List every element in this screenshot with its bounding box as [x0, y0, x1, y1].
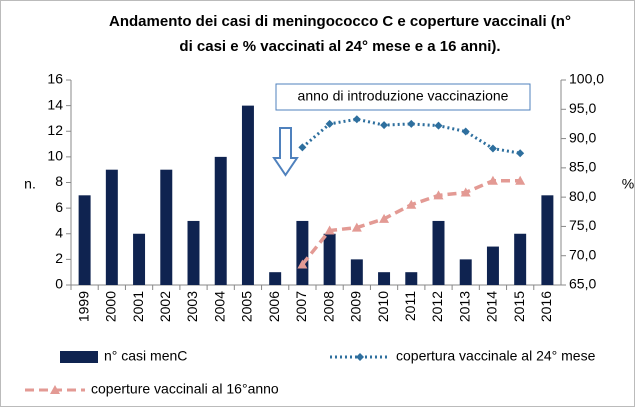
bar — [541, 195, 554, 285]
line-marker — [407, 119, 416, 128]
bar — [269, 272, 282, 285]
x-tick-label: 2013 — [456, 291, 472, 322]
bar — [105, 169, 118, 285]
x-tick-label: 2003 — [184, 291, 200, 322]
x-tick-label: 2010 — [375, 291, 391, 322]
y-tick-label: 14 — [47, 96, 63, 112]
y-tick-label: 0 — [55, 276, 63, 292]
y-tick-label: 2 — [55, 250, 63, 266]
x-tick-label: 2000 — [103, 291, 119, 322]
x-tick-label: 2016 — [538, 291, 554, 322]
bar — [187, 220, 200, 285]
line — [301, 117, 521, 155]
y-tick-label: 16 — [47, 71, 63, 87]
legend-swatch — [60, 351, 98, 363]
bar — [432, 220, 445, 285]
line-marker — [380, 121, 389, 130]
y2-tick-label: 85,0 — [569, 159, 596, 175]
annotation-arrow — [272, 127, 299, 177]
line-marker — [434, 121, 443, 130]
bar — [350, 259, 363, 285]
y-tick-label: 6 — [55, 199, 63, 215]
line-marker — [406, 199, 417, 209]
line-marker — [433, 190, 444, 200]
legend-label: copertura vaccinale al 24° mese — [396, 348, 596, 364]
bar — [160, 169, 173, 285]
line-marker — [488, 144, 497, 153]
x-tick-label: 2014 — [484, 291, 500, 322]
y2-axis-label: % — [622, 176, 634, 192]
bar — [486, 246, 499, 285]
legend-label: coperture vaccinali al 16°anno — [91, 381, 279, 397]
y2-tick-label: 95,0 — [569, 100, 596, 116]
y2-tick-label: 90,0 — [569, 129, 596, 145]
y-tick-label: 8 — [55, 173, 63, 189]
annotation-box — [275, 83, 531, 111]
legend-marker — [50, 385, 60, 394]
bar — [78, 195, 91, 285]
x-tick-label: 2009 — [348, 291, 364, 322]
x-tick-label: 2004 — [211, 291, 227, 322]
bar — [133, 233, 146, 285]
bar — [214, 156, 227, 285]
y-tick-label: 10 — [47, 148, 63, 164]
y2-tick-label: 80,0 — [569, 188, 596, 204]
legend-marker — [356, 353, 364, 361]
line-marker — [516, 149, 525, 158]
line-marker — [351, 222, 362, 232]
line-marker — [325, 119, 334, 128]
chart-title: Andamento dei casi di meningococco C e c… — [109, 13, 571, 30]
x-tick-label: 2006 — [266, 291, 282, 322]
bar — [241, 105, 254, 285]
line-marker — [324, 225, 335, 235]
x-tick-label: 2012 — [429, 291, 445, 322]
line-marker — [352, 115, 361, 124]
line-marker — [379, 213, 390, 223]
x-tick-label: 2007 — [293, 291, 309, 322]
x-tick-label: 2001 — [130, 291, 146, 322]
x-tick-label: 2002 — [157, 291, 173, 322]
bar — [405, 272, 418, 285]
bar — [296, 220, 309, 285]
annotation: anno di introduzione vaccinazione — [298, 88, 509, 104]
bar — [323, 233, 336, 285]
bar — [459, 259, 472, 285]
y-axis-label: n. — [24, 176, 36, 192]
line-marker — [297, 259, 308, 269]
line-marker — [460, 187, 471, 197]
y2-tick-label: 75,0 — [569, 217, 596, 233]
x-tick-label: 1999 — [75, 291, 91, 322]
y2-tick-label: 70,0 — [569, 246, 596, 262]
bar — [378, 272, 391, 285]
line-marker — [298, 143, 307, 152]
chart-title: di casi e % vaccinati al 24° mese e a 16… — [179, 38, 500, 55]
line-marker — [487, 175, 498, 185]
legend-label: n° casi menC — [104, 348, 187, 364]
y-tick-label: 12 — [47, 122, 63, 138]
x-tick-label: 2005 — [239, 291, 255, 322]
x-tick-label: 2015 — [511, 291, 527, 322]
bar — [514, 233, 527, 285]
y-tick-label: 4 — [55, 224, 63, 240]
x-tick-label: 2011 — [402, 291, 418, 321]
x-tick-label: 2008 — [320, 291, 336, 322]
line-marker — [515, 175, 526, 185]
y2-tick-label: 100,0 — [569, 71, 604, 87]
y2-tick-label: 65,0 — [569, 276, 596, 292]
line-marker — [461, 127, 470, 136]
